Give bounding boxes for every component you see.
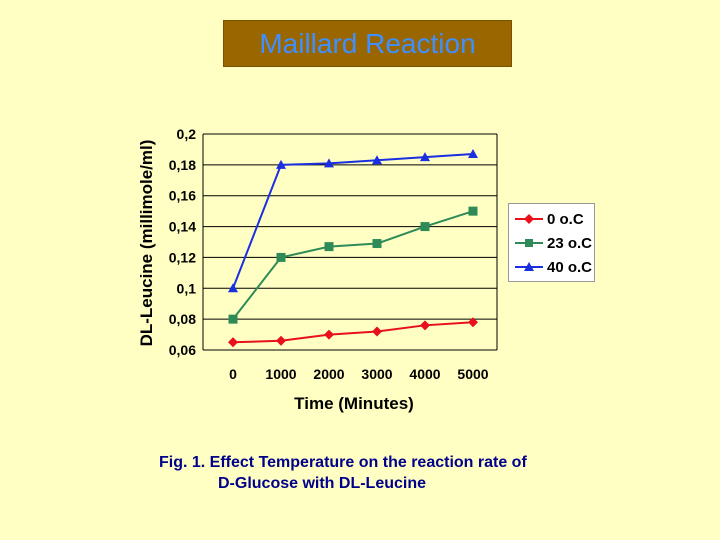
chart-title: Maillard Reaction <box>259 27 476 59</box>
data-point-triangle <box>372 155 382 165</box>
data-point-triangle <box>276 159 286 169</box>
y-axis-label: DL-Leucine (millimole/ml) <box>137 140 156 347</box>
y-tick-label: 0,12 <box>169 249 196 265</box>
series-line-square <box>232 210 474 320</box>
legend-marker-diamond <box>515 214 543 224</box>
data-point-diamond <box>372 326 382 337</box>
series-line-triangle <box>232 153 474 289</box>
data-series <box>228 149 478 348</box>
axes <box>202 134 498 350</box>
x-tick-label: 2000 <box>313 366 344 382</box>
data-point-square <box>420 222 430 232</box>
legend-marker-square <box>515 239 543 247</box>
data-point-triangle <box>228 283 238 293</box>
legend-marker-triangle <box>515 262 543 271</box>
x-tick-label: 1000 <box>265 366 296 382</box>
x-tick-label: 0 <box>229 366 237 382</box>
figure-caption: Fig. 1. Effect Temperature on the reacti… <box>150 452 590 494</box>
data-point-square <box>276 252 286 262</box>
y-tick-label: 0,1 <box>177 280 197 296</box>
x-tick-labels: 0 1000 2000 3000 4000 5000 <box>229 366 489 382</box>
data-point-square <box>468 206 478 216</box>
y-tick-labels: 0,2 0,18 0,16 0,14 0,12 0,1 0,08 0,06 <box>169 126 196 358</box>
y-tick-label: 0,16 <box>169 188 196 204</box>
data-point-diamond <box>276 335 286 346</box>
caption-line-2: D-Glucose with DL-Leucine <box>218 475 427 492</box>
data-point-square <box>324 242 334 252</box>
data-point-square <box>228 314 238 324</box>
data-point-triangle <box>420 152 430 162</box>
x-tick-label: 3000 <box>361 366 392 382</box>
data-point-diamond <box>324 329 334 340</box>
y-tick-label: 0,2 <box>177 126 197 142</box>
data-point-diamond <box>228 337 238 348</box>
x-tick-label: 4000 <box>409 366 440 382</box>
legend-label: 40 o.C <box>547 258 593 276</box>
legend-label: 23 o.C <box>547 234 593 252</box>
y-tick-label: 0,06 <box>169 342 196 358</box>
data-point-diamond <box>420 320 430 331</box>
data-point-triangle <box>324 158 334 168</box>
data-point-triangle <box>468 149 478 159</box>
chart-title-box: Maillard Reaction <box>223 20 512 67</box>
chart-legend: 0 o.C 23 o.C 40 o.C <box>508 203 595 282</box>
x-tick-label: 5000 <box>457 366 488 382</box>
y-tick-label: 0,08 <box>169 311 196 327</box>
legend-item-23c: 23 o.C <box>515 233 595 253</box>
y-tick-label: 0,14 <box>169 219 196 235</box>
data-point-square <box>372 239 382 249</box>
caption-line-1: Fig. 1. Effect Temperature on the reacti… <box>159 454 527 471</box>
legend-label: 0 o.C <box>547 210 584 228</box>
legend-item-40c: 40 o.C <box>515 257 595 277</box>
grid-lines <box>203 133 497 351</box>
data-point-diamond <box>468 317 478 328</box>
legend-item-0c: 0 o.C <box>515 209 595 229</box>
y-tick-label: 0,18 <box>169 157 196 173</box>
series-line-diamond <box>232 321 474 344</box>
x-axis-label: Time (Minutes) <box>294 394 414 413</box>
